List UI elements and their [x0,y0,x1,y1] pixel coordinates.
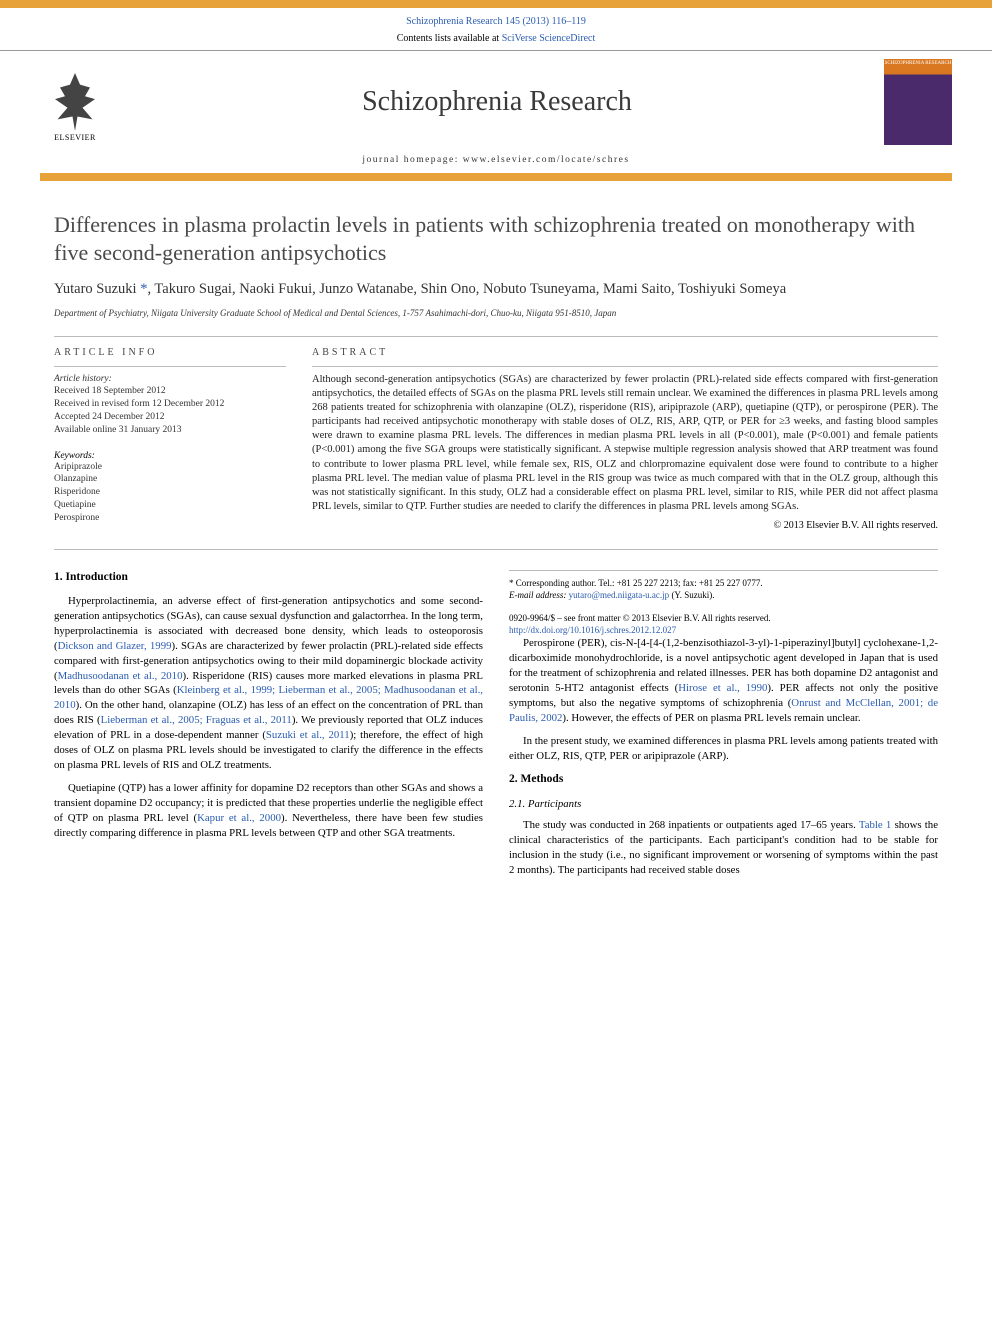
article-title: Differences in plasma prolactin levels i… [54,211,938,266]
keyword: Perospirone [54,512,286,525]
affiliation: Department of Psychiatry, Niigata Univer… [54,308,938,318]
citation-link[interactable]: Kapur et al., 2000 [197,812,281,824]
email-suffix: (Y. Suzuki). [669,590,714,600]
journal-homepage-line: journal homepage: www.elsevier.com/locat… [0,151,992,173]
history-accepted: Accepted 24 December 2012 [54,411,286,424]
abstract-text: Although second-generation antipsychotic… [312,373,938,515]
citation-link[interactable]: Suzuki et al., 2011 [266,729,350,741]
keywords-list: Aripiprazole Olanzapine Risperidone Quet… [54,461,286,525]
abstract-block: ABSTRACT Although second-generation anti… [312,347,938,532]
methods-p1: The study was conducted in 268 inpatient… [509,818,938,878]
participants-heading: 2.1. Participants [509,797,938,812]
main-content: Differences in plasma prolactin levels i… [0,181,992,898]
homepage-prefix: journal homepage: [362,155,462,165]
intro-p4: In the present study, we examined differ… [509,734,938,764]
history-revised: Received in revised form 12 December 201… [54,398,286,411]
email-line: E-mail address: yutaro@med.niigata-u.ac.… [509,589,938,601]
intro-p3: Perospirone (PER), cis-N-[4-[4-(1,2-benz… [509,636,938,725]
citation-link[interactable]: Madhusoodanan et al., 2010 [58,670,183,682]
abstract-heading: ABSTRACT [312,347,938,358]
issn-line: 0920-9964/$ – see front matter © 2013 El… [509,612,938,624]
info-row: ARTICLE INFO Article history: Received 1… [54,347,938,532]
homepage-url: www.elsevier.com/locate/schres [463,155,630,165]
cover-text: SCHIZOPHRENIA RESEARCH [885,61,952,66]
header-band: ELSEVIER Schizophrenia Research SCHIZOPH… [0,50,992,151]
t: ). However, the effects of PER on plasma… [562,712,860,724]
history-received: Received 18 September 2012 [54,385,286,398]
keyword: Risperidone [54,486,286,499]
keyword: Olanzapine [54,473,286,486]
abstract-copyright: © 2013 Elsevier B.V. All rights reserved… [312,520,938,531]
intro-heading: 1. Introduction [54,570,483,586]
mid-accent-bar [40,173,952,181]
history-block: Article history: Received 18 September 2… [54,373,286,437]
citation-link[interactable]: Lieberman et al., 2005; Fraguas et al., … [101,714,292,726]
keyword: Aripiprazole [54,461,286,474]
top-accent-bar [0,0,992,8]
history-online: Available online 31 January 2013 [54,424,286,437]
contents-prefix: Contents lists available at [397,33,502,44]
intro-p1: Hyperprolactinemia, an adverse effect of… [54,594,483,773]
contents-line: Contents lists available at SciVerse Sci… [0,31,992,50]
keyword: Quetiapine [54,499,286,512]
elsevier-label: ELSEVIER [54,133,96,142]
doi-link[interactable]: http://dx.doi.org/10.1016/j.schres.2012.… [509,624,938,636]
methods-heading: 2. Methods [509,772,938,788]
journal-name: Schizophrenia Research [110,86,884,118]
intro-p2: Quetiapine (QTP) has a lower affinity fo… [54,781,483,841]
rule-info [54,366,286,367]
rule-top [54,336,938,337]
rule-body [54,549,938,550]
doi-block: 0920-9964/$ – see front matter © 2013 El… [509,612,938,637]
t: The study was conducted in 268 inpatient… [523,819,859,831]
elsevier-logo: ELSEVIER [40,62,110,142]
sciencedirect-link[interactable]: SciVerse ScienceDirect [502,33,596,44]
author-first: Yutaro Suzuki [54,281,140,297]
citation-link[interactable]: Hirose et al., 1990 [678,682,767,694]
keywords-label: Keywords: [54,451,286,461]
article-info: ARTICLE INFO Article history: Received 1… [54,347,286,532]
table-ref-link[interactable]: Table 1 [859,819,891,831]
article-info-heading: ARTICLE INFO [54,347,286,358]
journal-reference: Schizophrenia Research 145 (2013) 116–11… [0,8,992,31]
journal-cover-thumb: SCHIZOPHRENIA RESEARCH [884,59,952,145]
email-link[interactable]: yutaro@med.niigata-u.ac.jp [569,590,670,600]
citation-link[interactable]: Dickson and Glazer, 1999 [58,640,172,652]
history-label: Article history: [54,373,286,386]
body-columns: 1. Introduction Hyperprolactinemia, an a… [54,570,938,878]
corr-line: * Corresponding author. Tel.: +81 25 227… [509,577,938,589]
email-label: E-mail address: [509,590,569,600]
authors: Yutaro Suzuki *, Takuro Sugai, Naoki Fuk… [54,280,938,300]
authors-rest: , Takuro Sugai, Naoki Fukui, Junzo Watan… [147,281,786,297]
rule-abstract [312,366,938,367]
corresponding-footer: * Corresponding author. Tel.: +81 25 227… [509,570,938,601]
elsevier-tree-icon [50,73,100,131]
